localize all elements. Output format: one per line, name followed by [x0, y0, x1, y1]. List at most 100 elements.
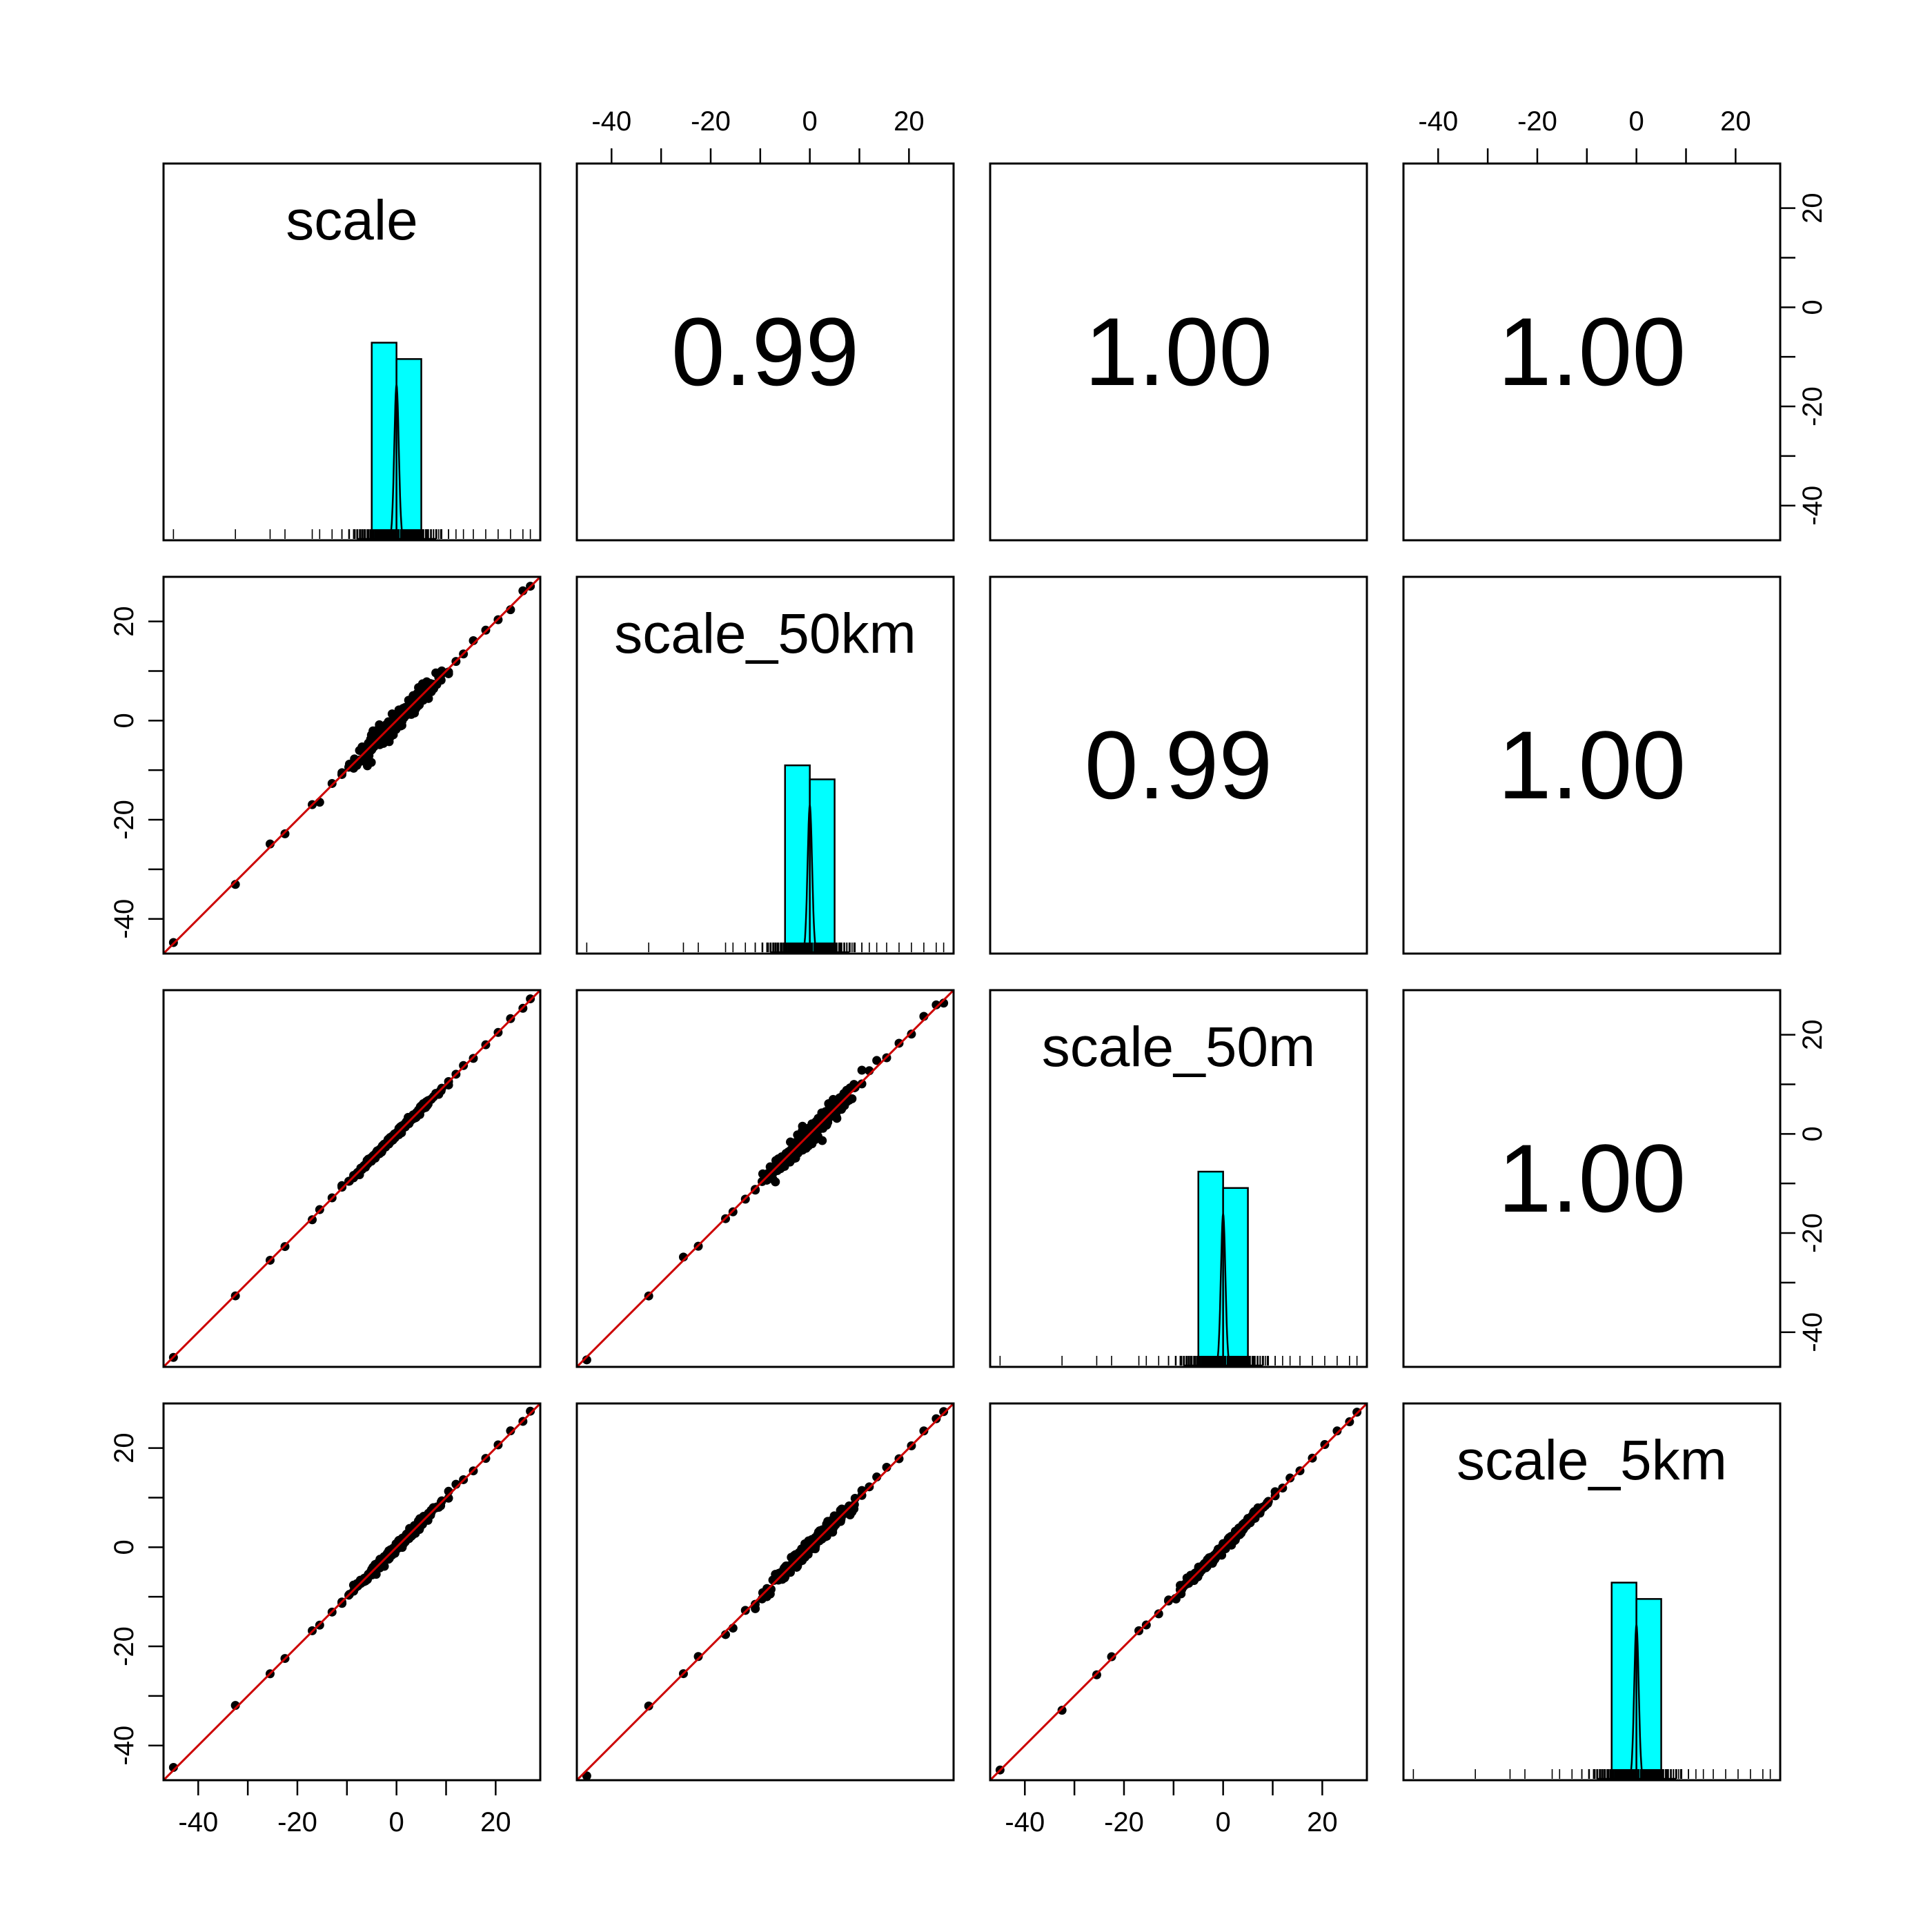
panel-frame-1-2	[989, 575, 1368, 955]
scatter-point-3-0-293	[388, 1544, 398, 1554]
correlation-value-0-3: 1.00	[1498, 297, 1686, 406]
panel-frame-2-2	[989, 989, 1368, 1368]
panel-2-2: scale_50m	[989, 989, 1368, 1368]
scatter-point-2-1-208	[810, 1135, 820, 1145]
y-tick-label-left-3-0: -40	[109, 1726, 139, 1766]
x-tick-label-bottom-0-0: -40	[178, 1807, 218, 1837]
scatter-point-3-1-285	[789, 1561, 799, 1570]
scatter-point-2-1-27	[872, 1056, 882, 1065]
y-tick-label-right-0-6: 20	[1797, 193, 1828, 224]
y-tick-label-left-3-2: -20	[109, 1626, 139, 1666]
x-tick-label-bottom-0-2: -20	[277, 1807, 317, 1837]
scatter-point-1-0-1	[230, 880, 240, 889]
scatter-point-3-1-1	[644, 1701, 653, 1711]
scatter-point-2-1-30	[907, 1029, 916, 1039]
y-tick-label-right-0-4: 0	[1797, 299, 1828, 315]
scatter-point-2-1-246	[765, 1172, 775, 1181]
panel-3-3: scale_5km	[1402, 1402, 1782, 1782]
fit-line-1-0	[164, 577, 540, 954]
scatter-point-3-0-292	[400, 1537, 410, 1546]
x-tick-label-bottom-0-4: 0	[389, 1807, 404, 1837]
correlation-value-1-3: 1.00	[1498, 711, 1686, 819]
scatter-point-3-1-32	[931, 1414, 941, 1423]
outer-axes-layer: -40 -20 0 20 -40 -20 0 20-40 -20 0 20 -40 -20 0 20-40-…	[109, 106, 1828, 1837]
scatter-point-3-1-223	[845, 1510, 855, 1519]
scatter-points-3-1	[577, 1403, 954, 1780]
panel-frame-2-1	[575, 989, 955, 1368]
scatter-point-2-1-0	[582, 1355, 591, 1365]
panel-2-1	[575, 989, 955, 1368]
y-tick-label-right-2-2: -20	[1797, 1213, 1828, 1253]
panel-0-3: 1.00	[1402, 162, 1782, 542]
panel-0-1: 0.99	[575, 162, 955, 542]
scatter-points-3-0	[164, 1403, 540, 1780]
scatter-point-1-0-289	[411, 694, 421, 704]
y-axis-left-scale_50km: -40 -20 0 20	[109, 606, 165, 939]
scatter-point-1-0-246	[352, 757, 362, 767]
y-tick-label-right-2-0: -40	[1797, 1312, 1828, 1352]
scatter-point-3-1-293	[802, 1543, 811, 1552]
x-tick-label-top-1-4: 0	[802, 106, 818, 137]
scatter-point-3-0-31	[506, 1426, 515, 1436]
panel-3-2	[989, 1402, 1368, 1782]
variable-label-scale_50m: scale_50m	[1042, 1016, 1316, 1078]
y-tick-label-left-1-0: -40	[109, 899, 139, 939]
y-tick-label-right-0-0: -40	[1797, 486, 1828, 526]
y-tick-label-left-3-4: 0	[109, 1539, 139, 1555]
scatter-point-1-0-228	[384, 737, 394, 747]
panel-frame-3-1	[575, 1402, 955, 1782]
y-tick-label-right-2-4: 0	[1797, 1126, 1828, 1141]
x-tick-label-bottom-2-6: 20	[1307, 1807, 1338, 1837]
scatter-point-3-2-27	[1285, 1473, 1295, 1483]
y-tick-label-right-2-6: 20	[1797, 1019, 1828, 1050]
panel-frame-1-1	[575, 575, 955, 955]
scatter-point-3-1-291	[780, 1568, 790, 1578]
scatter-point-3-0-179	[444, 1493, 453, 1503]
panel-frame-0-2	[989, 162, 1368, 542]
variable-label-scale_5km: scale_5km	[1457, 1429, 1727, 1492]
x-tick-label-top-3-6: 20	[1720, 106, 1751, 137]
scatter-point-3-2-31	[1332, 1426, 1342, 1436]
correlation-value-2-3: 1.00	[1498, 1124, 1686, 1232]
x-axis-top-scale_50km: -40 -20 0 20	[591, 106, 925, 165]
scatter-point-3-1-246	[765, 1589, 775, 1599]
panel-frame-1-3	[1402, 575, 1782, 955]
x-tick-label-top-1-2: -20	[691, 106, 731, 137]
x-axis-bottom-scale_50m: -40 -20 0 20	[1005, 1779, 1338, 1837]
scatter-point-2-1-179	[857, 1079, 867, 1089]
scatter-point-3-0-285	[376, 1561, 386, 1570]
scatter-point-1-0-6	[327, 778, 337, 788]
scatter-points-2-0	[164, 990, 540, 1367]
panel-0-2: 1.00	[989, 162, 1368, 542]
x-tick-label-top-1-0: -40	[591, 106, 631, 137]
scatter-point-1-0-260	[431, 668, 441, 678]
scatter-point-2-1-32	[931, 1000, 941, 1009]
x-tick-label-top-3-0: -40	[1418, 106, 1458, 137]
variable-label-scale_50km: scale_50km	[614, 602, 916, 665]
scatter-points-1-0	[164, 577, 540, 954]
scatter-point-3-2-292	[1227, 1532, 1236, 1541]
panel-2-3: 1.00	[1402, 989, 1782, 1368]
scatter-point-3-0-1	[230, 1701, 240, 1711]
panel-1-0	[162, 575, 542, 955]
panel-2-0	[162, 989, 542, 1368]
panel-frame-3-3	[1402, 1402, 1782, 1782]
scatter-point-2-1-197	[818, 1136, 827, 1145]
scatter-point-3-2-1	[1057, 1706, 1067, 1715]
correlation-value-0-1: 0.99	[671, 297, 859, 406]
scatter-point-2-1-25	[857, 1065, 867, 1075]
scatter-point-1-0-288	[408, 704, 417, 714]
scatter-point-3-2-280	[1190, 1574, 1199, 1584]
x-axis-top-scale_5km: -40 -20 0 20	[1418, 106, 1751, 165]
fit-line-3-0	[164, 1403, 540, 1780]
fit-line-2-0	[164, 990, 540, 1367]
scatter-point-1-0-287	[422, 682, 432, 692]
scatter-point-3-0-291	[367, 1564, 377, 1574]
scatter-point-3-1-31	[919, 1426, 929, 1436]
scatter-point-2-1-287	[836, 1096, 845, 1105]
panel-0-0: scale	[162, 162, 542, 542]
fit-line-2-1	[577, 990, 954, 1367]
panel-3-0	[162, 1402, 542, 1782]
y-tick-label-left-1-4: 0	[109, 713, 139, 728]
scatter-point-3-2-3	[1107, 1652, 1116, 1662]
